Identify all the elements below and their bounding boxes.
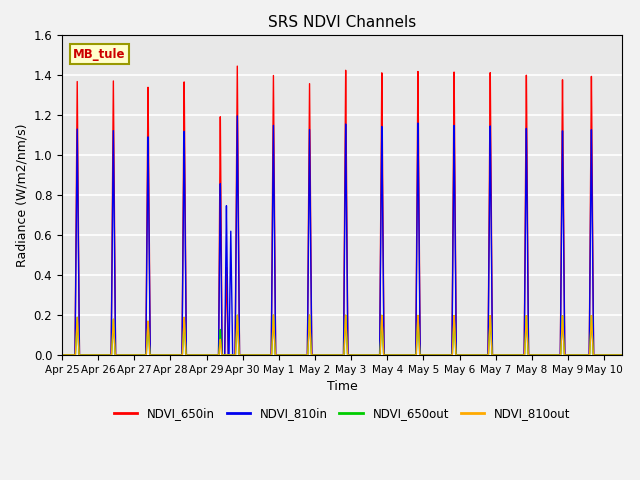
NDVI_810out xyxy=(58,352,66,358)
Text: MB_tule: MB_tule xyxy=(73,48,125,60)
NDVI_650in xyxy=(261,352,269,358)
NDVI_650out xyxy=(86,352,94,358)
NDVI_810in xyxy=(504,352,511,358)
NDVI_650out xyxy=(269,312,277,318)
NDVI_650in xyxy=(474,352,481,358)
NDVI_810in xyxy=(618,352,626,358)
NDVI_650in xyxy=(58,352,66,358)
NDVI_650in xyxy=(618,352,626,358)
NDVI_650out xyxy=(504,352,511,358)
NDVI_650out xyxy=(390,352,397,358)
NDVI_650out xyxy=(474,352,481,358)
NDVI_650out xyxy=(58,352,66,358)
Legend: NDVI_650in, NDVI_810in, NDVI_650out, NDVI_810out: NDVI_650in, NDVI_810in, NDVI_650out, NDV… xyxy=(109,402,575,425)
Line: NDVI_650in: NDVI_650in xyxy=(62,66,622,355)
NDVI_810in xyxy=(261,352,269,358)
Line: NDVI_810in: NDVI_810in xyxy=(62,116,622,355)
NDVI_650in xyxy=(86,352,94,358)
NDVI_810out xyxy=(414,312,422,318)
NDVI_810out xyxy=(474,352,481,358)
NDVI_650in xyxy=(234,63,241,69)
NDVI_810out xyxy=(86,352,94,358)
Line: NDVI_650out: NDVI_650out xyxy=(62,315,622,355)
NDVI_810out xyxy=(504,352,511,358)
NDVI_650out xyxy=(414,312,422,318)
Line: NDVI_810out: NDVI_810out xyxy=(62,315,622,355)
NDVI_650in xyxy=(504,352,511,358)
X-axis label: Time: Time xyxy=(326,380,358,393)
NDVI_810in xyxy=(86,352,94,358)
Title: SRS NDVI Channels: SRS NDVI Channels xyxy=(268,15,416,30)
NDVI_810out xyxy=(269,312,277,318)
NDVI_650in xyxy=(390,352,397,358)
NDVI_810in xyxy=(234,113,241,119)
NDVI_650out xyxy=(261,352,269,358)
NDVI_810out xyxy=(390,352,397,358)
NDVI_810out xyxy=(618,352,626,358)
NDVI_810in xyxy=(390,352,397,358)
NDVI_810in xyxy=(414,120,422,126)
Y-axis label: Radiance (W/m2/nm/s): Radiance (W/m2/nm/s) xyxy=(15,123,28,267)
NDVI_650out xyxy=(618,352,626,358)
NDVI_810in xyxy=(58,352,66,358)
NDVI_810out xyxy=(261,352,269,358)
NDVI_810in xyxy=(474,352,481,358)
NDVI_650in xyxy=(414,69,422,74)
